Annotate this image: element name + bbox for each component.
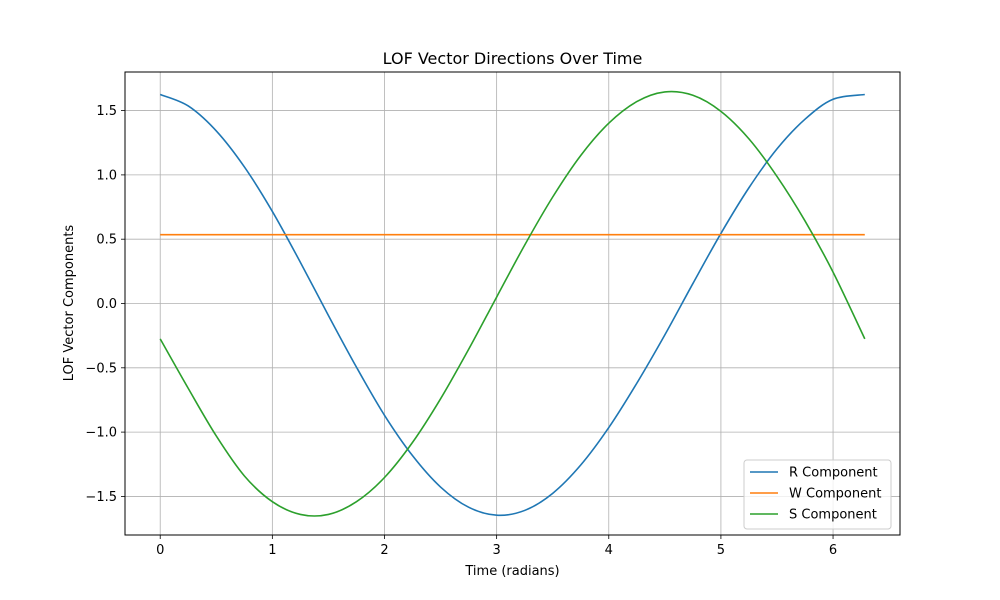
legend-label-r-component: R Component — [789, 466, 878, 481]
x-axis-label: Time (radians) — [464, 564, 559, 579]
legend-label-s-component: S Component — [789, 508, 877, 523]
x-tick-label: 6 — [829, 543, 837, 558]
y-tick-label: 1.0 — [96, 168, 117, 183]
x-tick-label: 4 — [605, 543, 613, 558]
x-tick-label: 2 — [380, 543, 388, 558]
legend-label-w-component: W Component — [789, 487, 881, 502]
legend-box — [743, 459, 892, 530]
y-tick-label: −1.0 — [85, 426, 117, 441]
y-tick-label: 1.5 — [96, 104, 117, 119]
x-tick-label: 1 — [268, 543, 276, 558]
axis-ticks: 0 1 2 3 4 5 6 −1.5 −1.0 −0.5 0.0 0.5 1.0 1.5 — [85, 104, 837, 558]
y-tick-label: −1.5 — [85, 490, 117, 505]
series-line-s-component — [159, 90, 866, 517]
chart-title: LOF Vector Directions Over Time — [383, 49, 643, 68]
x-tick-label: 5 — [717, 543, 725, 558]
y-axis-label: LOF Vector Components — [62, 225, 77, 382]
y-tick-label: 0.0 — [96, 297, 117, 312]
grid — [125, 72, 900, 535]
x-tick-label: 3 — [492, 543, 500, 558]
y-tick-label: −0.5 — [85, 361, 117, 376]
series-lines — [159, 90, 866, 517]
legend: R Component W Component S Component — [743, 459, 892, 530]
series-line-r-component — [159, 93, 865, 517]
x-tick-label: 0 — [156, 543, 164, 558]
y-tick-label: 0.5 — [96, 233, 117, 248]
